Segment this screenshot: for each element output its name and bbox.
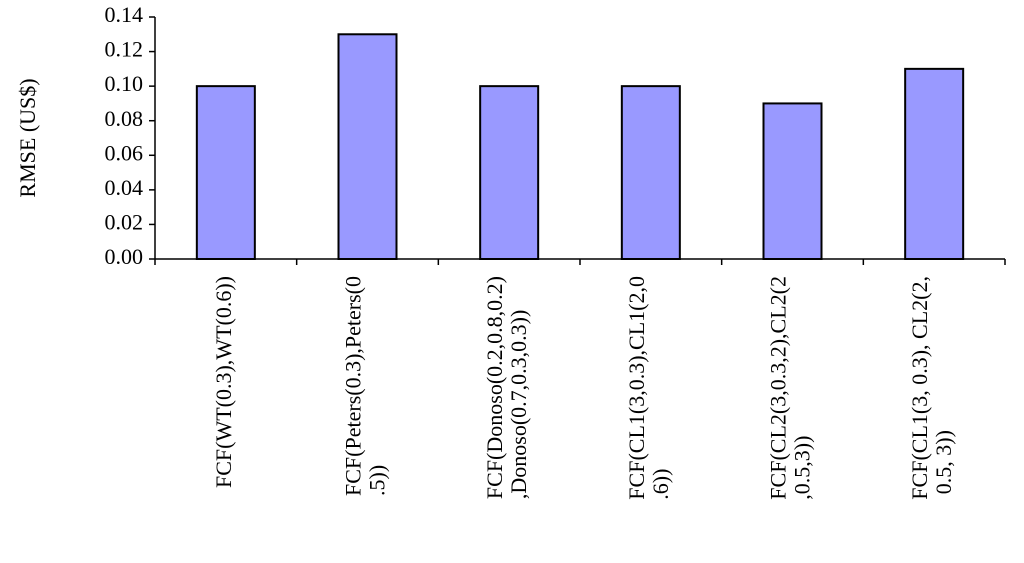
bar (337, 33, 398, 260)
y-tick-label: 0.00 (105, 244, 144, 269)
y-tick-label: 0.04 (105, 175, 144, 200)
x-tick-label: FCF(CL1(3, 0.3), CL2(2, 0.5, 3)) (907, 276, 956, 500)
y-tick-label: 0.14 (105, 2, 144, 27)
bar (762, 102, 823, 260)
x-tick-label: FCF(CL1(3,0.3),CL1(2,0.6)) (624, 276, 673, 500)
y-tick-label: 0.08 (105, 106, 144, 131)
bar (620, 85, 681, 261)
bar (195, 85, 256, 261)
x-tick-label: FCF(WT(0.3),WT(0.6)) (211, 276, 236, 488)
y-axis-title: RMSE (US$) (15, 78, 40, 197)
y-tick-label: 0.02 (105, 209, 144, 234)
bar (904, 67, 965, 260)
y-tick-label: 0.10 (105, 71, 144, 96)
x-tick-label: FCF(Peters(0.3),Peters(0.5)) (341, 276, 390, 496)
y-tick-label: 0.12 (105, 37, 144, 62)
x-tick-label: FCF(Donoso(0.2,0.8,0.2),Donoso(0.7,0.3,0… (482, 276, 531, 499)
x-tick-label: FCF(CL2(3,0.3,2),CL2(2,0.5,3)) (766, 276, 815, 500)
y-tick-label: 0.06 (105, 140, 144, 165)
bar (479, 85, 540, 261)
